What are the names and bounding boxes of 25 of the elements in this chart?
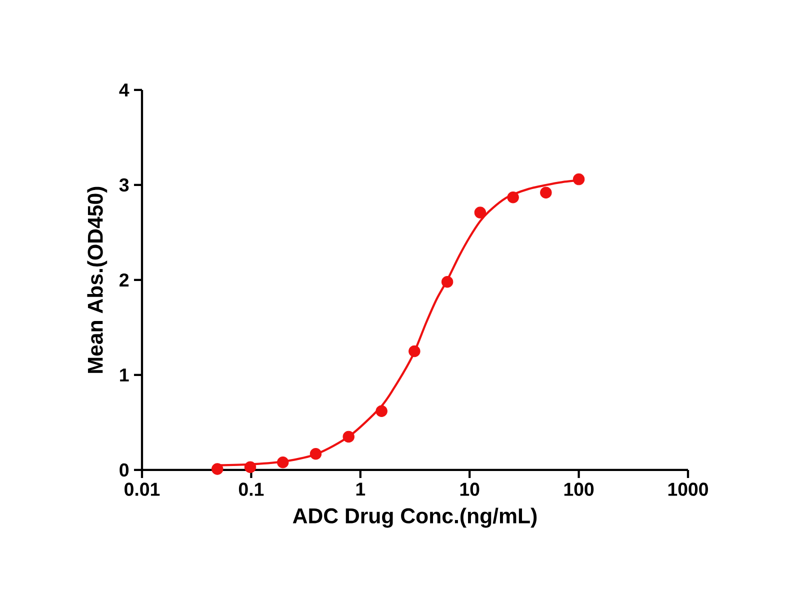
point xyxy=(408,345,420,358)
point xyxy=(441,276,454,288)
x-tick-label: 100 xyxy=(564,482,594,496)
y-tick-label: 0 xyxy=(120,463,129,477)
y-tick-label: 2 xyxy=(120,273,129,287)
x-tick-label: 0.1 xyxy=(238,482,264,496)
point xyxy=(507,191,519,204)
y-axis-title: Mean Abs.(OD450) xyxy=(87,186,108,373)
x-tick-label: 10 xyxy=(460,482,480,496)
x-tick-label: 1000 xyxy=(668,482,708,496)
x-tick-label: 0.01 xyxy=(124,482,160,496)
point xyxy=(310,448,322,460)
point xyxy=(572,173,585,186)
y-tick-label: 4 xyxy=(119,84,130,96)
point xyxy=(540,186,552,198)
point xyxy=(277,456,289,468)
y-tick-label: 1 xyxy=(120,368,129,382)
point xyxy=(342,430,354,443)
x-tick-label: 1 xyxy=(356,482,366,496)
y-tick-label: 3 xyxy=(119,178,129,192)
point xyxy=(376,405,388,417)
point xyxy=(474,206,486,218)
x-axis-title: ADC Drug Conc.(ng/mL) xyxy=(292,508,537,528)
point xyxy=(244,461,256,474)
point xyxy=(212,463,224,475)
